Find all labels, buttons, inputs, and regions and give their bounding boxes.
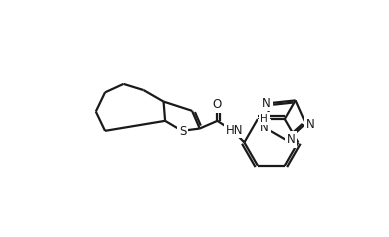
Text: N: N xyxy=(305,118,314,131)
Text: N: N xyxy=(287,133,295,146)
Text: H: H xyxy=(261,114,268,123)
Text: HN: HN xyxy=(226,123,243,137)
Text: N: N xyxy=(262,96,271,109)
Text: S: S xyxy=(179,125,186,138)
Text: O: O xyxy=(213,98,222,111)
Text: N: N xyxy=(260,121,269,134)
